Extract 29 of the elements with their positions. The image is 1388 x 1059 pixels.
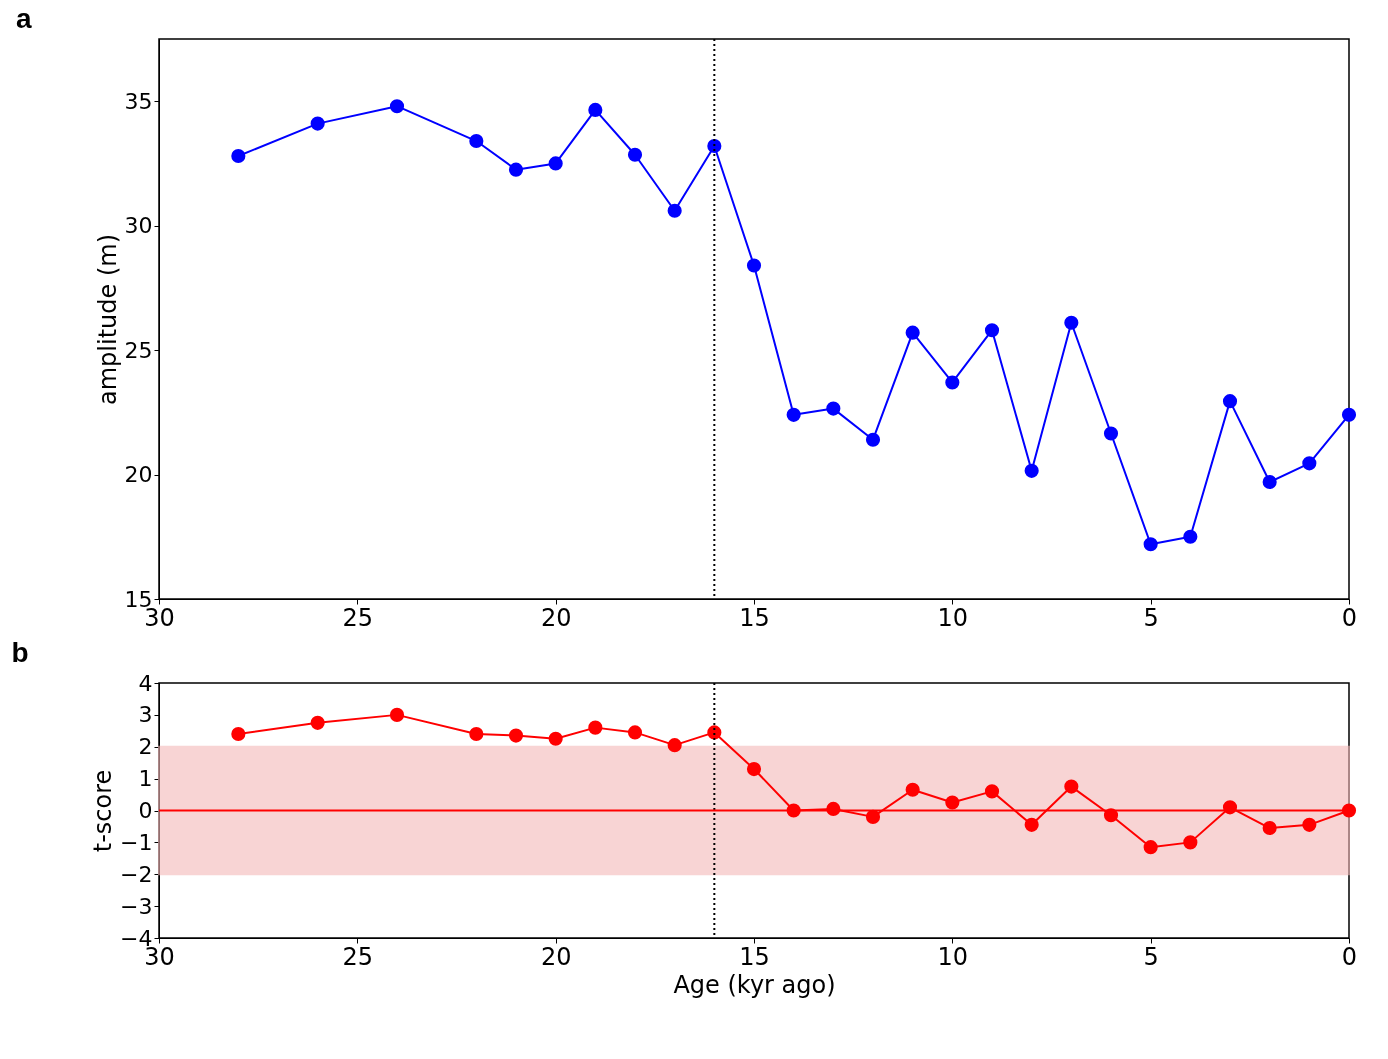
y-tick-label: 4 xyxy=(138,670,153,696)
y-tick-label: 2 xyxy=(138,734,153,760)
x-tick-label: 0 xyxy=(1341,603,1358,632)
x-axis-title: Age (kyr ago) xyxy=(673,970,836,999)
y-tick-label: −2 xyxy=(120,861,153,887)
x-tick-label: 20 xyxy=(540,942,572,971)
y-axis-title: t-score xyxy=(89,769,118,853)
chart-title: b xyxy=(11,637,29,668)
y-tick-label: 30 xyxy=(124,213,153,239)
y-tick-label: −3 xyxy=(120,893,153,919)
y-tick-label: 1 xyxy=(138,766,153,792)
y-tick-label: 3 xyxy=(138,702,153,728)
x-tick-label: 5 xyxy=(1143,603,1159,632)
x-tick-label: 20 xyxy=(540,603,572,632)
x-tick-label: 15 xyxy=(739,603,770,632)
x-tick-label: 0 xyxy=(1341,942,1358,971)
chart-title: a xyxy=(16,3,33,34)
y-tick-label: 20 xyxy=(124,462,153,488)
x-tick-label: 25 xyxy=(342,942,374,971)
x-tick-label: 25 xyxy=(342,603,374,632)
y-axis-title: amplitude (m) xyxy=(93,233,122,406)
x-tick-label: 10 xyxy=(937,603,969,632)
x-tick-label: 5 xyxy=(1143,942,1159,971)
x-tick-label: 15 xyxy=(739,942,770,971)
y-tick-label: 35 xyxy=(124,88,153,114)
x-tick-label: 10 xyxy=(937,942,969,971)
y-tick-label: 25 xyxy=(124,337,153,363)
y-tick-label: −1 xyxy=(120,829,153,855)
y-tick-label: 0 xyxy=(138,798,153,823)
